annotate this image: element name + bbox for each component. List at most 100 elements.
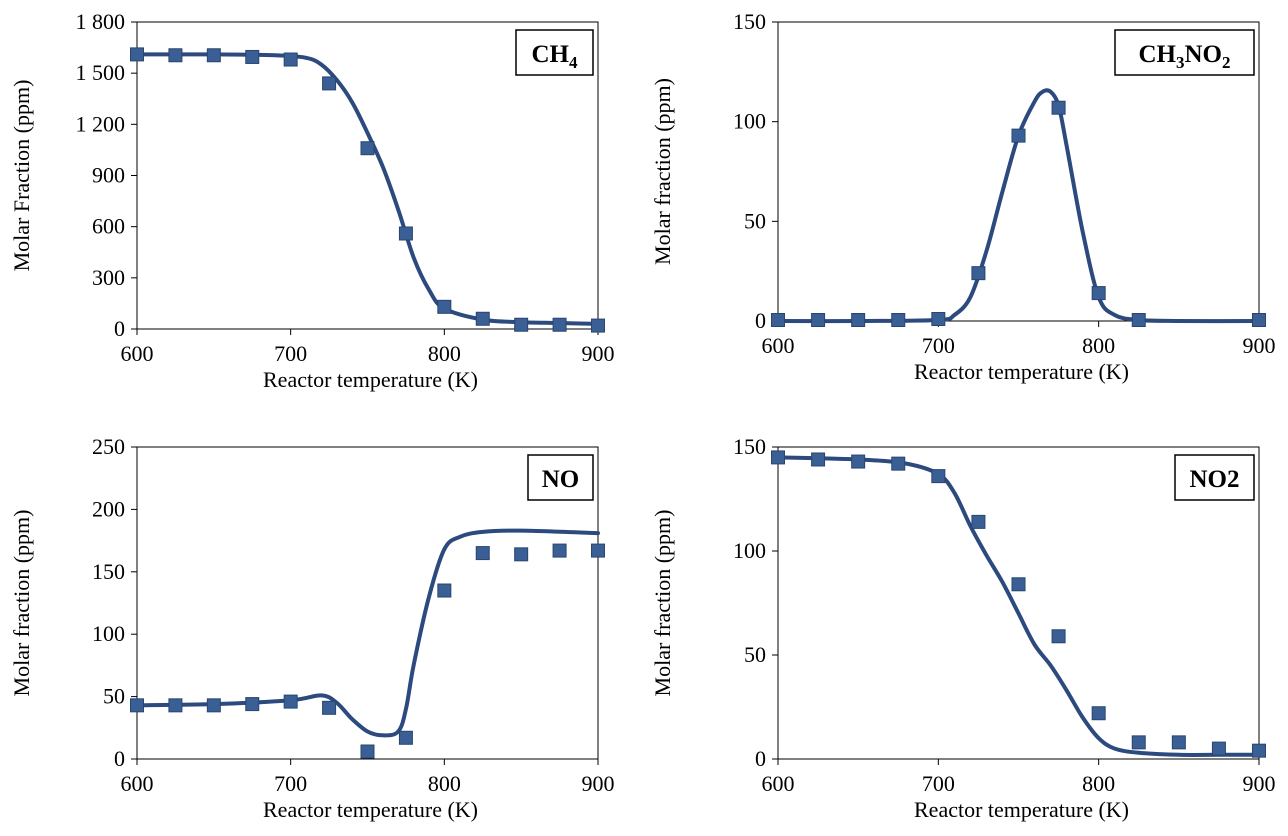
data-point (245, 49, 260, 64)
species-label: NO2 (1190, 466, 1240, 493)
species-label-subscript: 3 (1176, 53, 1185, 72)
y-tick-label: 150 (733, 434, 766, 459)
x-tick-label: 900 (1243, 333, 1276, 358)
data-point (475, 311, 490, 326)
species-label-subscript: 2 (1222, 53, 1231, 72)
y-axis-title: Molar fraction (ppm) (9, 510, 34, 697)
data-point (130, 47, 144, 62)
x-tick-label: 700 (274, 341, 307, 366)
x-tick-label: 900 (582, 341, 615, 366)
data-point (891, 456, 906, 471)
data-point (1051, 100, 1066, 115)
model-line (135, 52, 600, 326)
chart-panel-no: 0 50 100 150 200 250 600 700 800 900 Reactor tempe… (9, 434, 615, 822)
data-point (168, 48, 183, 63)
x-tick-label: 700 (922, 333, 955, 358)
y-tick-label: 0 (755, 308, 766, 333)
data-point (851, 313, 866, 328)
species-label-box (1114, 29, 1255, 76)
data-point (206, 698, 221, 713)
data-point (398, 226, 413, 241)
y-tick-label: 0 (755, 746, 766, 771)
x-axis-title: Reactor temperature (K) (263, 367, 478, 392)
x-axis-title: Reactor temperature (K) (914, 797, 1129, 822)
data-point (437, 583, 452, 598)
data-point (322, 76, 337, 91)
chart-panel-ch3no2: 0 50 100 150 600 700 800 900 Reactor temperature… (650, 9, 1276, 384)
data-point (1252, 313, 1266, 328)
species-label-text: CH (1139, 41, 1177, 68)
data-point (931, 469, 946, 484)
y-tick-label: 1 800 (76, 9, 126, 34)
data-point (1091, 286, 1106, 301)
data-point (971, 514, 986, 529)
species-label-text: NO (1185, 41, 1223, 68)
data-point (552, 317, 567, 332)
x-tick-label: 900 (582, 771, 615, 796)
species-label: CH4 (532, 41, 579, 72)
data-point (771, 313, 785, 328)
x-tick-label: 700 (274, 771, 307, 796)
data-point (1051, 629, 1066, 644)
x-tick-label: 600 (762, 333, 795, 358)
y-tick-label: 0 (114, 316, 125, 341)
data-point (851, 454, 866, 469)
data-point (514, 317, 529, 332)
model-line (135, 528, 600, 738)
y-tick-label: 50 (744, 642, 766, 667)
y-axis-title: Molar fraction (ppm) (650, 78, 675, 265)
data-point (1131, 313, 1146, 328)
x-tick-label: 600 (121, 341, 154, 366)
plot-area (777, 21, 1260, 322)
x-tick-label: 600 (762, 771, 795, 796)
chart-panel-no2: 0 50 100 150 600 700 800 900 Reactor temperature… (650, 434, 1276, 822)
chart-panel-ch4: 0 300 600 900 1 200 1 500 1 800 600 700 800 900 Rea… (9, 9, 615, 392)
data-point (811, 313, 826, 328)
data-point (591, 543, 605, 558)
y-tick-label: 600 (92, 214, 125, 239)
data-point (245, 697, 260, 712)
x-tick-label: 800 (1082, 771, 1115, 796)
x-axis-title: Reactor temperature (K) (263, 797, 478, 822)
data-point (1171, 735, 1186, 750)
species-label-box (1174, 454, 1255, 501)
x-tick-label: 800 (1082, 333, 1115, 358)
species-label-text: CH (532, 41, 570, 68)
species-label-text: NO2 (1190, 466, 1240, 493)
y-axis-title: Molar fraction (ppm) (650, 510, 675, 697)
x-tick-label: 800 (428, 771, 461, 796)
y-tick-label: 150 (733, 9, 766, 34)
y-tick-label: 50 (103, 684, 125, 709)
data-point (552, 543, 567, 558)
species-label-box (515, 29, 594, 76)
species-label: NO (542, 466, 580, 493)
data-point (360, 141, 375, 156)
data-point (437, 299, 452, 314)
plot-area (136, 446, 599, 760)
data-point (168, 698, 183, 713)
species-label: CH3NO2 (1139, 41, 1231, 72)
y-tick-label: 50 (744, 208, 766, 233)
x-tick-label: 700 (922, 771, 955, 796)
y-tick-label: 1 200 (76, 111, 126, 136)
x-tick-label: 800 (428, 341, 461, 366)
data-point (811, 452, 826, 467)
data-point (130, 698, 144, 713)
data-point (206, 48, 221, 63)
data-point (360, 744, 375, 759)
data-point (891, 313, 906, 328)
data-point (514, 547, 529, 562)
data-point (1091, 706, 1106, 721)
data-point (771, 450, 785, 465)
y-tick-label: 0 (114, 746, 125, 771)
y-tick-label: 100 (733, 109, 766, 134)
y-axis-title: Molar Fraction (ppm) (9, 80, 34, 272)
data-point (1011, 128, 1026, 143)
species-label-subscript: 4 (569, 53, 578, 72)
y-tick-label: 150 (92, 559, 125, 584)
data-point (1011, 577, 1026, 592)
y-tick-label: 300 (92, 265, 125, 290)
y-tick-label: 250 (92, 434, 125, 459)
data-point (1131, 735, 1146, 750)
species-label-text: NO (542, 466, 580, 493)
